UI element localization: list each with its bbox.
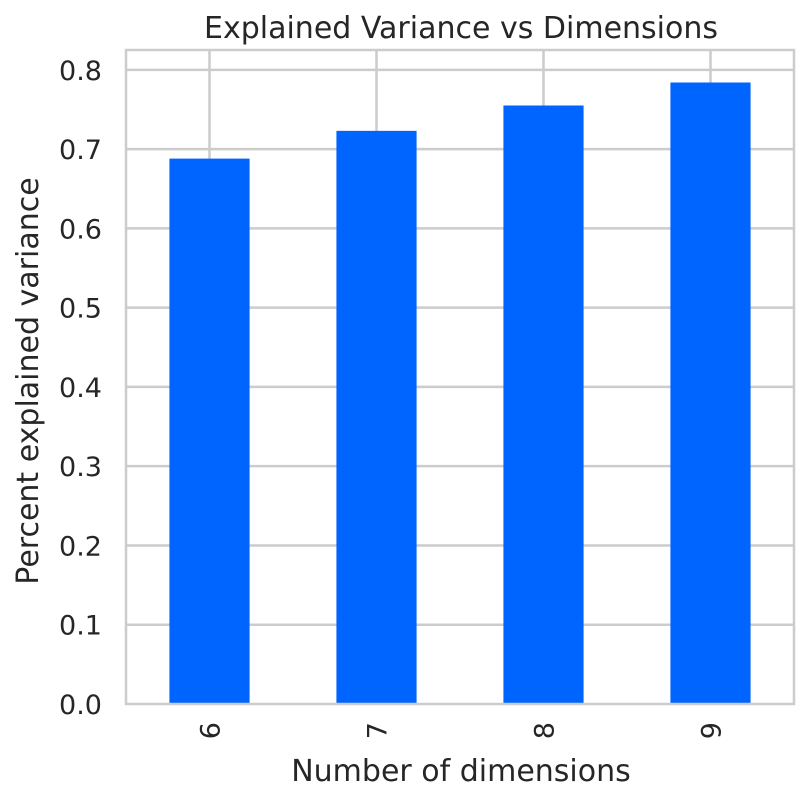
- bars-group: [169, 82, 751, 705]
- y-tick-label: 0.3: [59, 452, 102, 483]
- plot-frame: [124, 48, 796, 706]
- y-tick-label: 0.6: [59, 214, 102, 245]
- bar-7: [336, 130, 417, 705]
- y-tick-label: 0.0: [59, 690, 102, 721]
- x-tick-label: 9: [697, 722, 728, 739]
- chart-title: Explained Variance vs Dimensions: [204, 11, 718, 46]
- x-tick-label: 8: [530, 722, 561, 739]
- bar-8: [503, 105, 584, 704]
- y-tick-label: 0.4: [59, 373, 102, 404]
- x-tick-label: 7: [363, 722, 394, 739]
- bar-6: [169, 158, 250, 704]
- y-tick-label: 0.7: [59, 135, 102, 166]
- y-tick-label: 0.8: [59, 56, 102, 87]
- y-axis-label: Percent explained variance: [11, 177, 46, 584]
- y-tick-label: 0.1: [59, 611, 102, 642]
- bar-9: [670, 82, 751, 704]
- x-axis-label: Number of dimensions: [291, 754, 631, 789]
- y-tick-label: 0.2: [59, 531, 102, 562]
- x-tick-label: 6: [196, 722, 227, 739]
- x-axis-ticks: 6 7 8 9: [196, 722, 728, 739]
- y-tick-label: 0.5: [59, 294, 102, 325]
- y-axis-ticks: 0.0 0.1 0.2 0.3 0.4 0.5 0.6 0.7 0.8: [59, 56, 102, 721]
